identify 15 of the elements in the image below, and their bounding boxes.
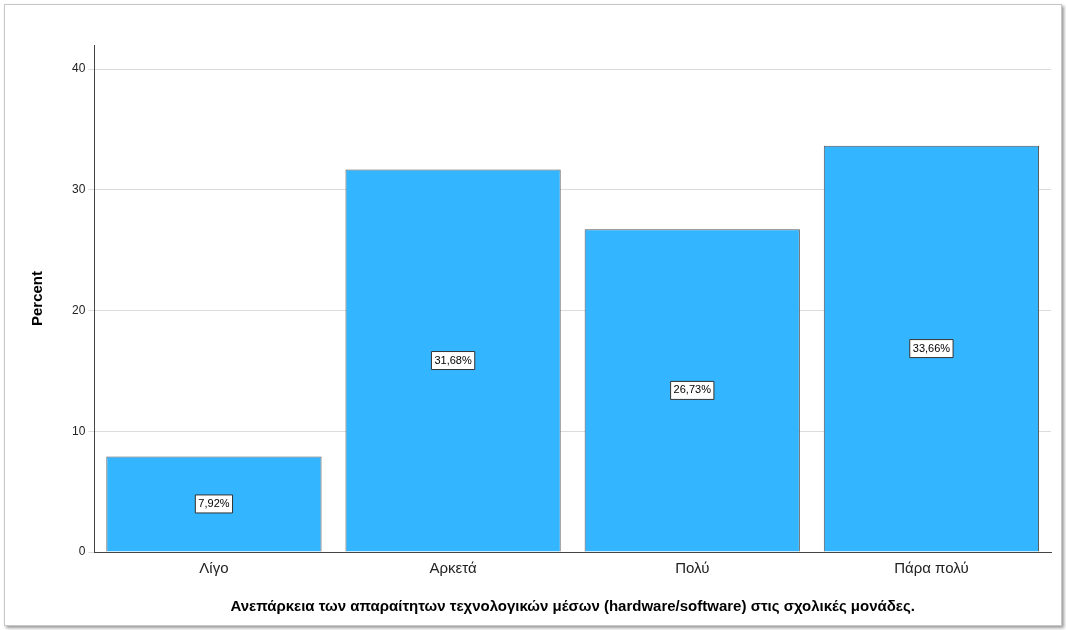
y-tick-label: 40 [71, 61, 86, 76]
x-axis-title: Ανεπάρκεια των απαραίτητων τεχνολογικών μέσων (hardware/software) στις σχολικές μονάδες. [230, 597, 915, 615]
y-tick-label: 30 [71, 182, 86, 197]
y-tick-label: 20 [71, 302, 86, 317]
x-tick-label: Πολύ [675, 559, 710, 577]
y-axis-title: Percent [28, 270, 46, 327]
data-label: 31,68% [434, 353, 472, 366]
x-tick-label: Αρκετά [429, 559, 477, 577]
data-label: 7,92% [198, 496, 230, 509]
data-label: 26,73% [673, 383, 712, 396]
data-label: 33,66% [912, 341, 951, 354]
y-tick-label: 0 [78, 544, 86, 559]
x-tick-label: Λίγο [199, 559, 229, 577]
y-tick-label: 10 [71, 423, 86, 438]
x-tick-label: Πάρα πολύ [894, 559, 969, 577]
